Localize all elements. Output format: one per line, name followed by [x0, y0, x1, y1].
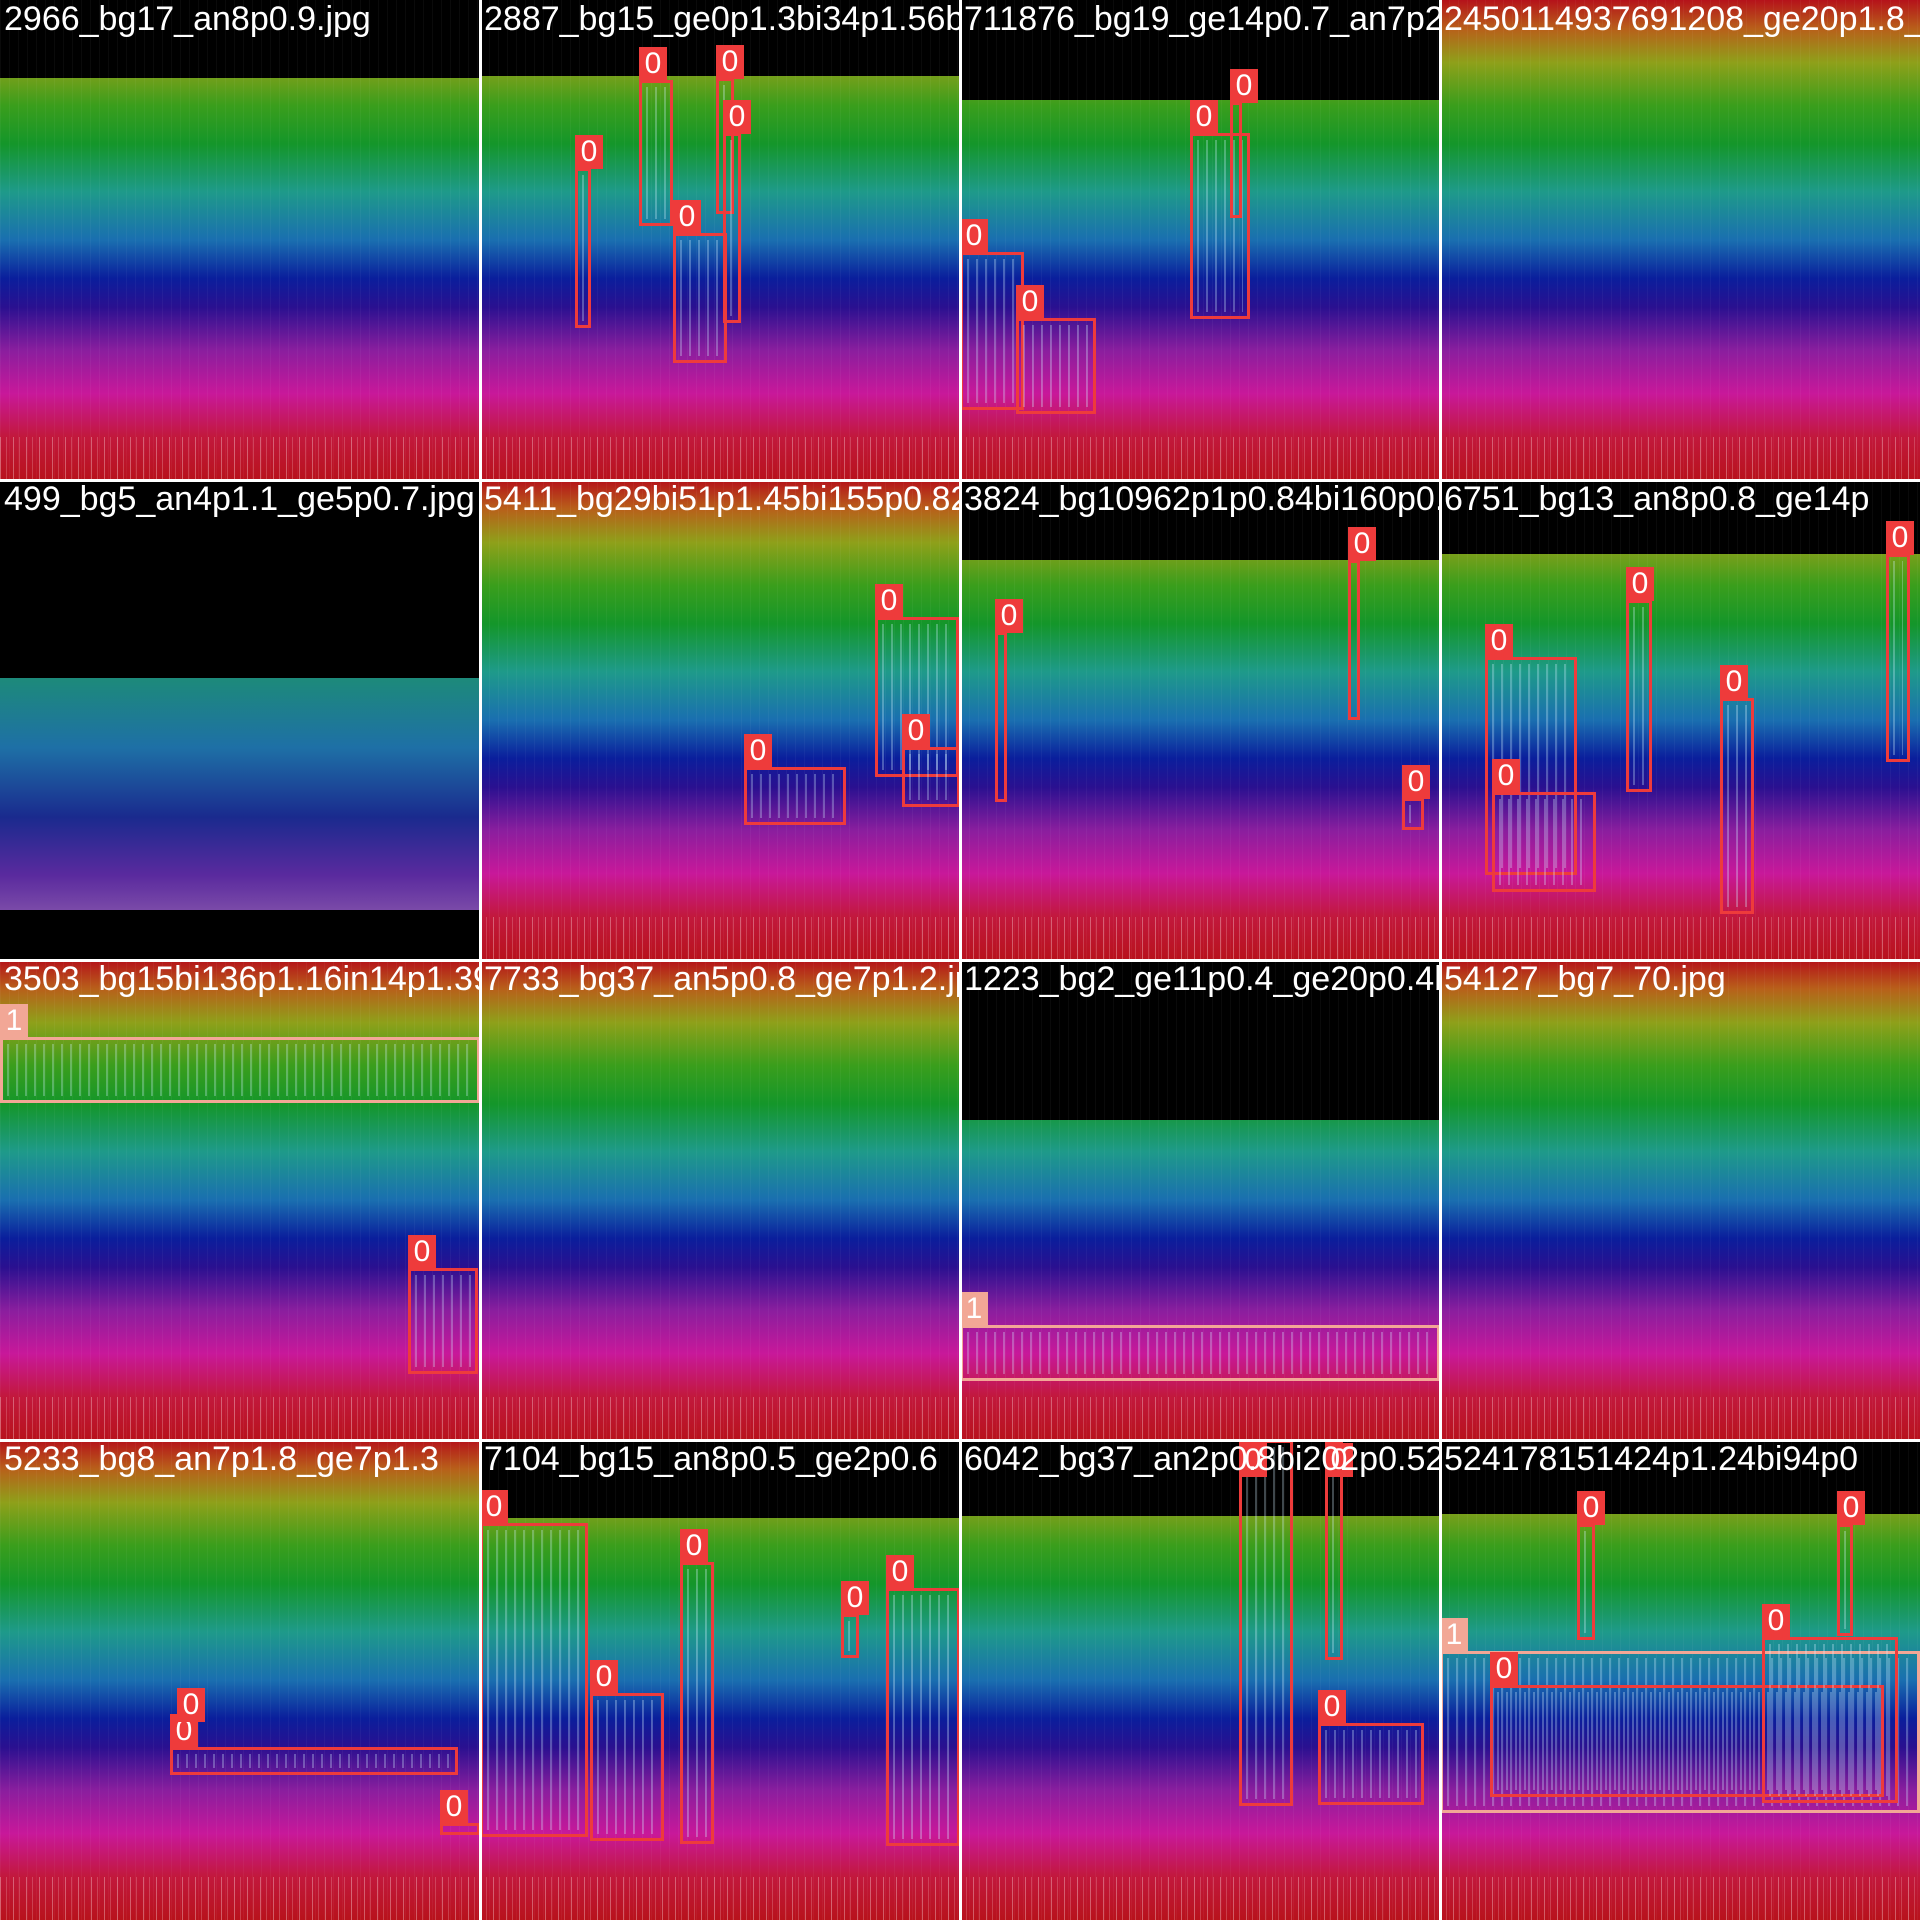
detection-box: 0 [902, 714, 960, 807]
detection-class-label: 0 [716, 45, 744, 79]
detection-box: 0 [590, 1660, 664, 1841]
detection-class-label: 0 [875, 584, 903, 618]
detection-class-label: 0 [960, 219, 988, 253]
detection-class-label: 0 [995, 599, 1023, 633]
detection-class-label: 0 [723, 100, 751, 134]
spectrogram-tile: 3824_bg10962p1p0.84bi160p0.84 0 0 0 [960, 480, 1440, 960]
detection-class-label: 0 [680, 1529, 708, 1563]
detection-class-label: 1 [1440, 1618, 1468, 1652]
detection-class-label: 0 [1239, 1443, 1267, 1477]
spectrogram-tile: 54127_bg7_70.jpg [1440, 960, 1920, 1440]
detection-class-label: 0 [575, 135, 603, 169]
detection-class-label: 0 [1626, 567, 1654, 601]
spectrogram-tile: 2966_bg17_an8p0.9.jpg [0, 0, 480, 480]
detection-class-label: 0 [1485, 624, 1513, 658]
detection-class-label: 0 [1190, 100, 1218, 134]
detection-box: 0 [1492, 759, 1596, 892]
detection-box: 1 [960, 1292, 1440, 1381]
detection-box: 0 [1239, 1440, 1293, 1806]
detection-box: 0 [480, 1490, 588, 1837]
spectrogram-tile: 6751_bg13_an8p0.8_ge14p 0 0 0 0 0 [1440, 480, 1920, 960]
detection-class-label: 0 [744, 734, 772, 768]
detection-box: 0 [744, 734, 846, 825]
spectrogram-tile: 524178151424p1.24bi94p0 0 0 1 0 0 [1440, 1440, 1920, 1920]
detection-box: 0 [886, 1555, 960, 1846]
detection-class-label: 1 [0, 1004, 28, 1038]
detection-box: 0 [1577, 1491, 1605, 1640]
detection-class-label: 0 [177, 1688, 205, 1722]
detection-box: 0 [1016, 285, 1096, 414]
detection-class-label: 0 [841, 1581, 869, 1615]
detection-box: 0 [575, 135, 603, 328]
detection-class-label: 0 [590, 1660, 618, 1694]
detection-box: 1 [0, 1004, 480, 1103]
detection-class-label: 1 [960, 1292, 988, 1326]
detection-box: 0 [1348, 527, 1376, 720]
detection-class-label: 0 [1230, 69, 1258, 103]
detection-class-label: 0 [1016, 285, 1044, 319]
detection-class-label: 0 [886, 1555, 914, 1589]
detection-class-label: 0 [1402, 765, 1430, 799]
detection-box: 0 [673, 200, 727, 363]
detection-box: 0 [1886, 521, 1914, 762]
detection-class-label: 0 [1720, 665, 1748, 699]
detection-box: 0 [440, 1790, 480, 1835]
detection-class-label: 0 [1492, 759, 1520, 793]
detection-box: 0 [995, 599, 1023, 802]
detection-class-label: 0 [1325, 1443, 1353, 1477]
spectrogram-tile: 6042_bg37_an2p0.8bi202p0.52 0 0 0 [960, 1440, 1440, 1920]
detection-class-label: 0 [1490, 1652, 1518, 1686]
detection-class-label: 0 [408, 1235, 436, 1269]
detection-class-label: 0 [1348, 527, 1376, 561]
spectrogram-tile: 711876_bg19_ge14p0.7_an7p2.01_1g3_ge2p1 … [960, 0, 1440, 480]
spectrogram-tile: 1223_bg2_ge11p0.4_ge20p0.4b2_bg7.jpg 1 [960, 960, 1440, 1440]
spectrogram-tile: 5233_bg8_an7p1.8_ge7p1.3 0 0 0 [0, 1440, 480, 1920]
spectrogram-tile: 7104_bg15_an8p0.5_ge2p0.6 0 0 0 0 0 [480, 1440, 960, 1920]
detection-box: 0 [1230, 69, 1258, 218]
detection-box: 0 [960, 219, 1024, 410]
detection-box: 0 [1402, 765, 1430, 830]
detection-box: 0 [1318, 1690, 1424, 1805]
spectrogram-tile: 2887_bg15_ge0p1.3bi34p1.56bi18bi6p1.6bi2… [480, 0, 960, 480]
detection-class-label: 0 [1762, 1604, 1790, 1638]
spectrogram-tile: 7733_bg37_an5p0.8_ge7p1.2.jpg [480, 960, 960, 1440]
spectrogram-tile: 499_bg5_an4p1.1_ge5p0.7.jpg [0, 480, 480, 960]
detection-box: 0 [1720, 665, 1754, 914]
spectrogram-tile: 2450114937691208_ge20p1.8_ge14 [1440, 0, 1920, 480]
detection-box: 0 [1325, 1440, 1353, 1660]
detection-box: 0 [1762, 1604, 1898, 1803]
detection-class-label: 0 [902, 714, 930, 748]
detection-box: 0 [170, 1714, 458, 1775]
detection-box: 0 [1626, 567, 1654, 792]
detection-box: 0 [841, 1581, 869, 1658]
spectrogram-tile: 5411_bg29bi51p1.45bi155p0.82 0 0 0 [480, 480, 960, 960]
detection-class-label: 0 [480, 1490, 508, 1524]
detection-class-label: 0 [440, 1790, 468, 1824]
detection-box: 0 [680, 1529, 714, 1844]
detection-class-label: 0 [1318, 1690, 1346, 1724]
detection-box: 0 [408, 1235, 478, 1374]
tile-filename: 499_bg5_an4p1.1_ge5p0.7.jpg [4, 480, 475, 518]
spectrogram-tile: 3503_bg15bi136p1.16in14p1.39.jpg 1 0 [0, 960, 480, 1440]
detection-class-label: 0 [1886, 521, 1914, 555]
detection-box: 0 [1837, 1491, 1865, 1636]
detection-box: 0 [639, 47, 673, 226]
detection-box: 0 [177, 1688, 205, 1762]
detection-class-label: 0 [1837, 1491, 1865, 1525]
detection-class-label: 0 [639, 47, 667, 81]
detection-class-label: 0 [1577, 1491, 1605, 1525]
detection-class-label: 0 [673, 200, 701, 234]
